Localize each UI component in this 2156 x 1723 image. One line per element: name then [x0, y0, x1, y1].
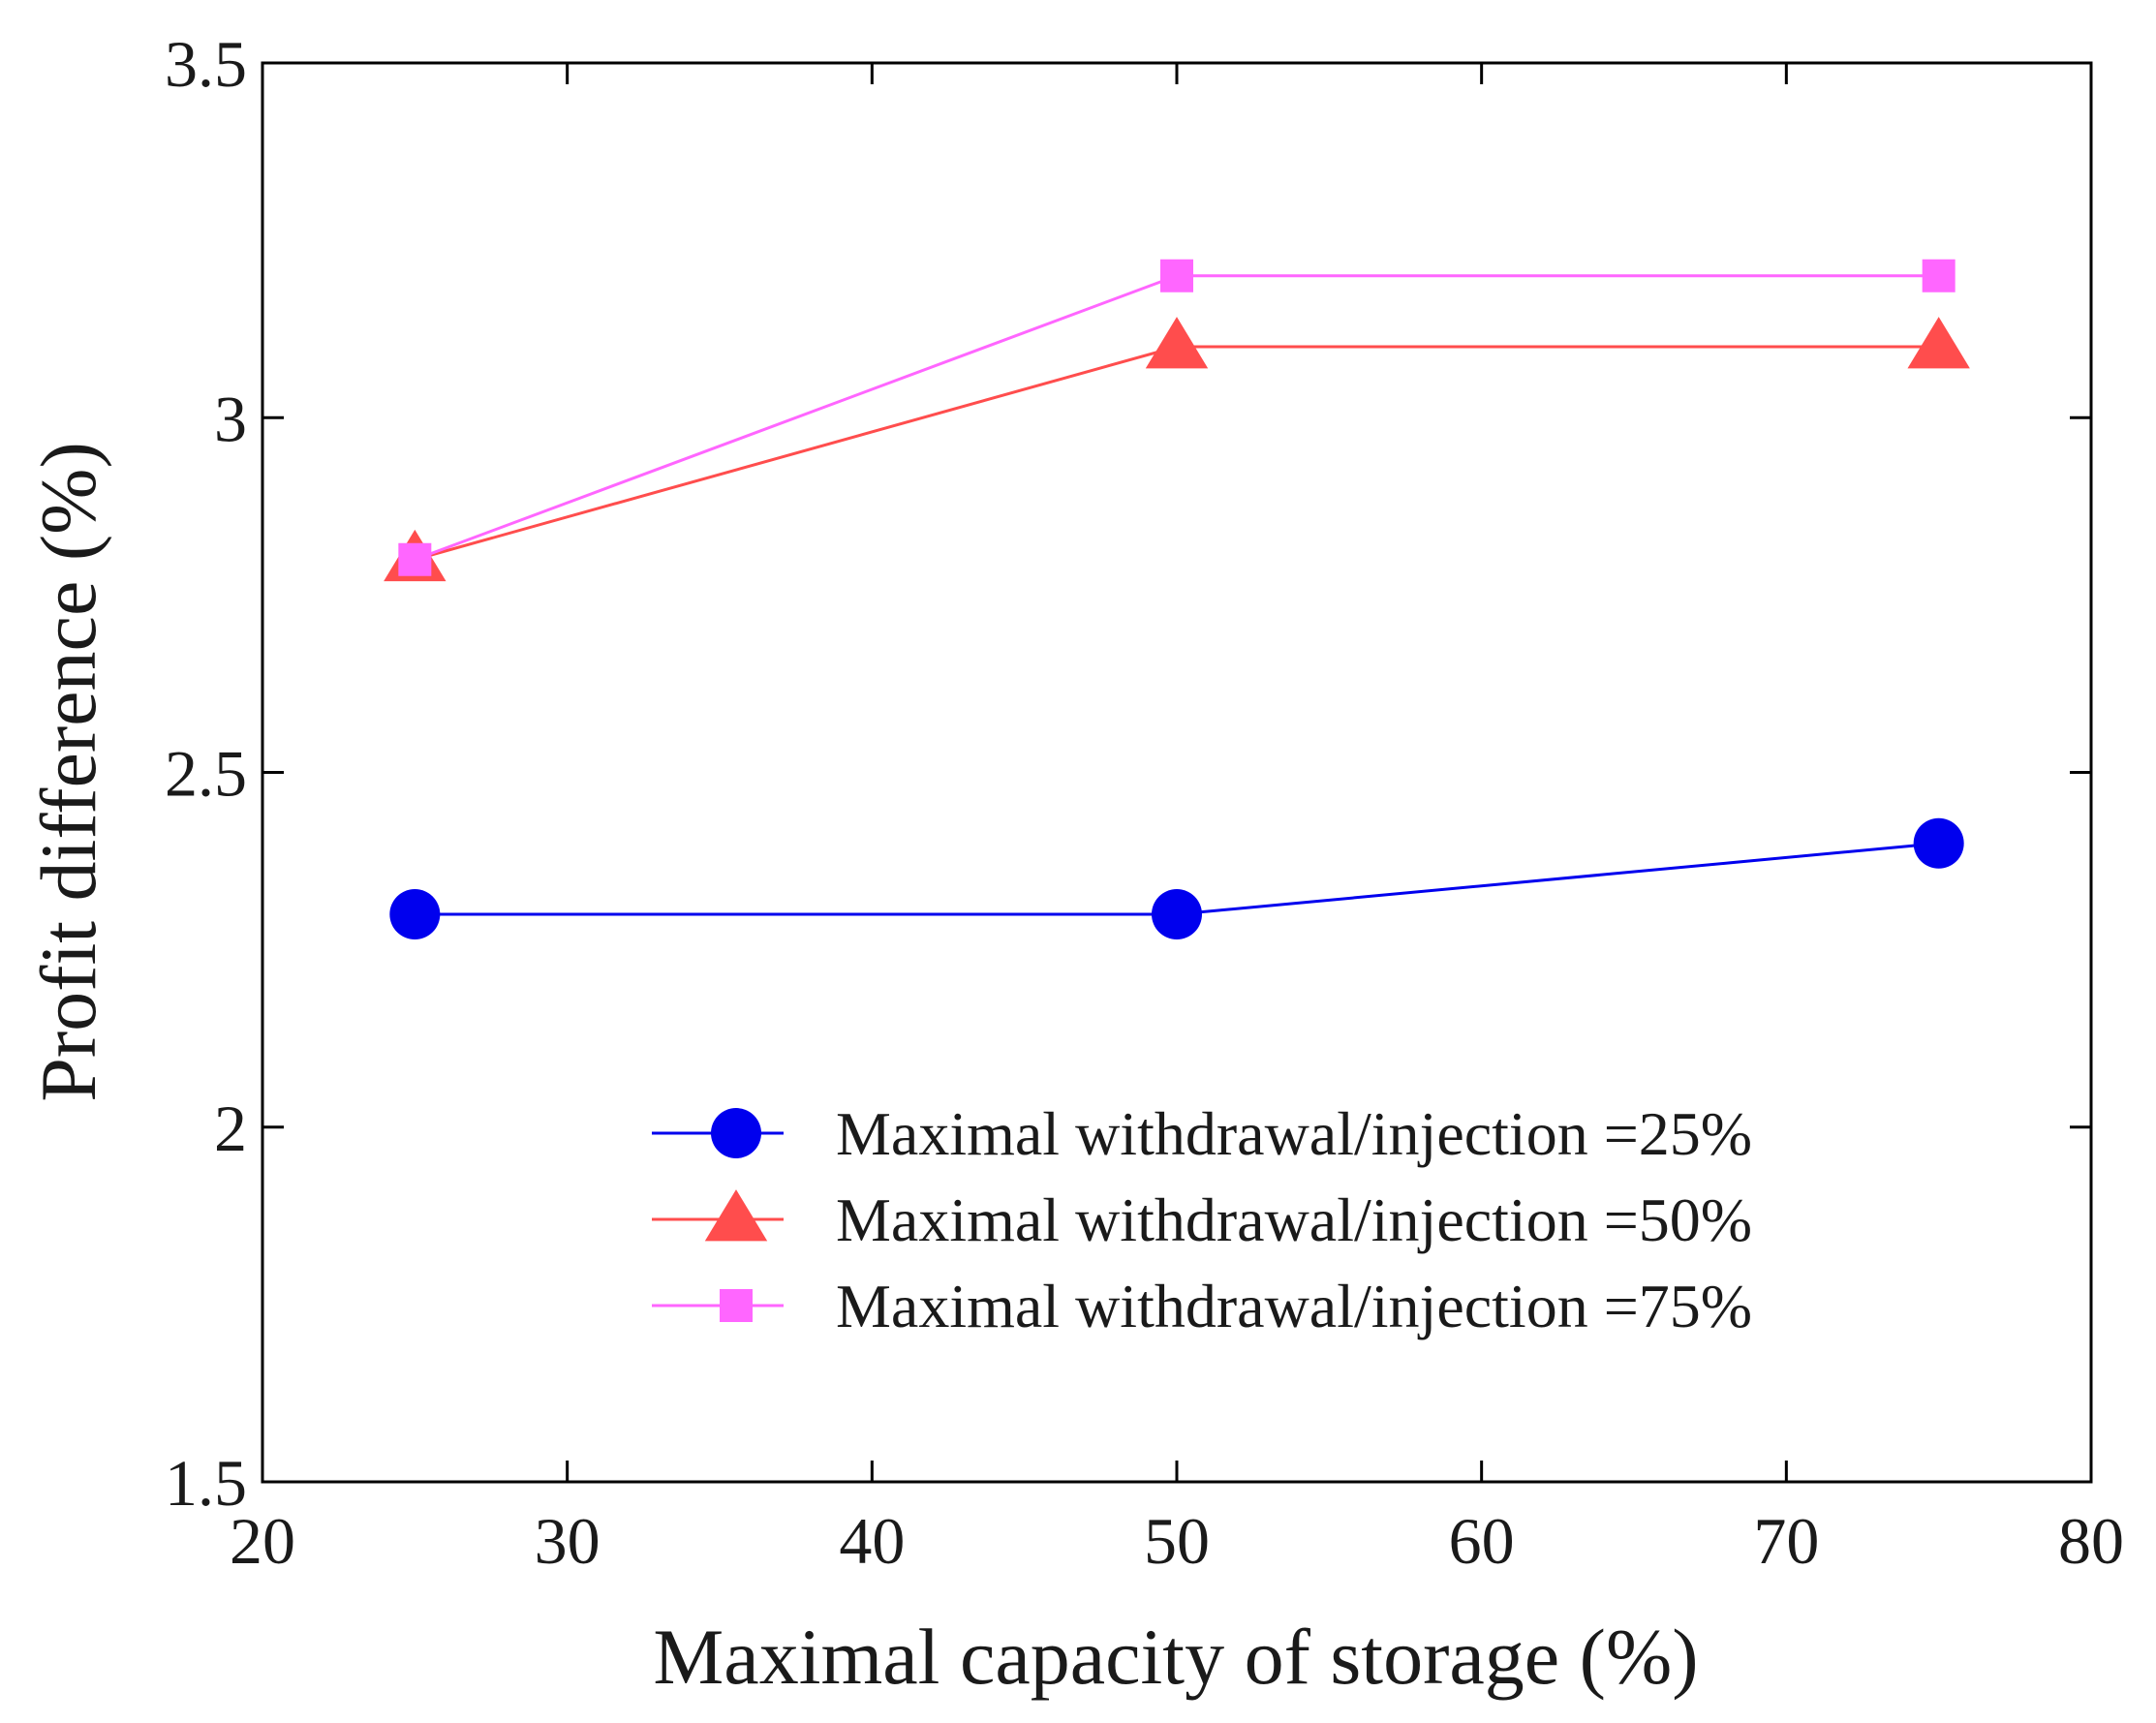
circle-marker — [389, 889, 441, 939]
x-tick-label: 30 — [535, 1504, 601, 1578]
x-tick-label: 20 — [230, 1504, 295, 1578]
legend-label: Maximal withdrawal/injection =50% — [836, 1185, 1752, 1254]
triangle-marker — [1907, 317, 1970, 369]
circle-marker — [711, 1108, 761, 1158]
x-axis-title: Maximal capacity of storage (%) — [653, 1613, 1698, 1701]
x-tick-label: 50 — [1144, 1504, 1210, 1578]
legend-label: Maximal withdrawal/injection =75% — [836, 1272, 1752, 1340]
square-marker — [720, 1289, 753, 1322]
circle-marker — [1152, 889, 1202, 939]
axis-ticks — [261, 61, 2093, 1484]
triangle-marker — [704, 1189, 768, 1242]
y-tick-label: 2 — [214, 1092, 247, 1165]
square-marker — [398, 542, 432, 576]
square-marker — [1160, 259, 1193, 292]
circle-marker — [1913, 817, 1964, 869]
y-tick-label: 2.5 — [165, 737, 247, 811]
y-tick-label: 1.5 — [165, 1446, 247, 1520]
y-tick-label: 3.5 — [165, 27, 247, 101]
series-lines — [414, 274, 1939, 916]
x-tick-labels: 20 30 40 50 60 70 80 — [230, 1504, 2124, 1578]
legend: Maximal withdrawal/injection =25% Maximal… — [652, 1099, 1752, 1340]
square-marker — [1922, 259, 1956, 292]
x-tick-label: 80 — [2058, 1504, 2124, 1578]
x-tick-label: 70 — [1753, 1504, 1819, 1578]
x-tick-label: 60 — [1449, 1504, 1515, 1578]
y-axis-title: Profit difference (%) — [24, 442, 112, 1102]
y-tick-label: 3 — [214, 382, 247, 455]
series-line-2 — [414, 345, 1939, 562]
series-markers — [384, 259, 1970, 939]
y-tick-labels: 1.5 2 2.5 3 3.5 — [165, 27, 247, 1520]
triangle-marker — [1145, 317, 1209, 369]
x-tick-label: 40 — [839, 1504, 905, 1578]
legend-label: Maximal withdrawal/injection =25% — [836, 1099, 1752, 1168]
